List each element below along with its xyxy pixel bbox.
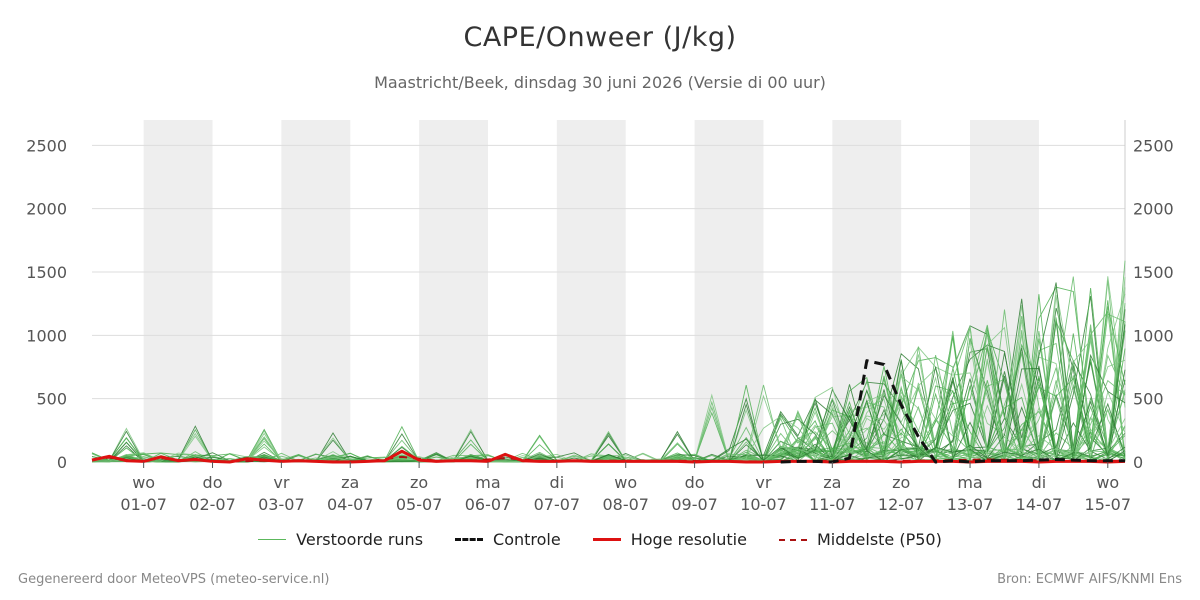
control-line (780, 359, 1125, 464)
chart-title: CAPE/Onweer (J/kg) (463, 22, 737, 53)
legend: Verstoorde runs Controle Hoge resolutie … (0, 530, 1200, 549)
y-tick-right-2500: 2500 (1133, 136, 1174, 155)
x-tick-date-1: 02-07 (189, 495, 236, 514)
legend-item-control[interactable]: Controle (455, 530, 561, 549)
x-tick-day-5: ma (475, 473, 500, 492)
legend-swatch-median (778, 538, 807, 541)
y-tick-left-2500: 2500 (26, 136, 67, 155)
member-line-46 (91, 324, 1126, 463)
shade-band-4 (694, 120, 764, 462)
shade-band-1 (281, 120, 351, 462)
x-tick-day-4: zo (410, 473, 428, 492)
legend-item-members[interactable]: Verstoorde runs (258, 530, 423, 549)
footer-source: Bron: ECMWF AIFS/KNMI Ens (997, 572, 1182, 587)
y-tick-right-0: 0 (1133, 453, 1143, 472)
footer-generator: Gegenereerd door MeteoVPS (meteo-service… (18, 572, 330, 587)
x-tick-date-11: 12-07 (878, 495, 925, 514)
x-tick-day-6: di (550, 473, 565, 492)
legend-swatch-members (258, 539, 287, 540)
x-tick-date-7: 08-07 (602, 495, 649, 514)
legend-label-median: Middelste (P50) (816, 530, 942, 549)
legend-label-control: Controle (493, 530, 561, 549)
y-tick-right-500: 500 (1133, 390, 1164, 409)
x-axis: wo 01-07 do 02-07 vr 03-07 za 04-07 zo 05-07 ma 06-… (120, 462, 1131, 514)
x-tick-date-2: 03-07 (258, 495, 305, 514)
x-tick-day-7: wo (614, 473, 637, 492)
x-tick-date-6: 07-07 (534, 495, 581, 514)
x-tick-day-2: vr (273, 473, 289, 492)
x-tick-day-12: ma (957, 473, 982, 492)
x-tick-date-0: 01-07 (120, 495, 167, 514)
y-axis-left: 0 500 1000 1500 2000 2500 (26, 136, 67, 472)
y-axis-right: 0 500 1000 1500 2000 2500 (1133, 136, 1174, 472)
legend-label-members: Verstoorde runs (296, 530, 424, 549)
legend-item-hires[interactable]: Hoge resolutie (592, 530, 747, 549)
y-tick-left-0: 0 (57, 453, 67, 472)
legend-label-hires: Hoge resolutie (630, 530, 747, 549)
chart-subtitle: Maastricht/Beek, dinsdag 30 juni 2026 (V… (374, 73, 826, 92)
shade-band-3 (556, 120, 626, 462)
x-tick-day-8: do (685, 473, 705, 492)
x-tick-day-14: wo (1096, 473, 1119, 492)
shade-band-2 (419, 120, 488, 462)
x-tick-date-8: 09-07 (671, 495, 718, 514)
y-tick-right-2000: 2000 (1133, 200, 1174, 219)
x-tick-day-3: za (341, 473, 359, 492)
legend-swatch-hires (592, 538, 621, 541)
main-series (91, 359, 1126, 464)
x-tick-date-14: 15-07 (1085, 495, 1132, 514)
x-tick-day-9: vr (755, 473, 771, 492)
y-tick-left-1500: 1500 (26, 263, 67, 282)
x-tick-day-10: za (823, 473, 841, 492)
x-tick-day-11: zo (892, 473, 910, 492)
x-tick-day-1: do (203, 473, 223, 492)
y-tick-left-2000: 2000 (26, 200, 67, 219)
y-tick-right-1500: 1500 (1133, 263, 1174, 282)
x-tick-day-13: di (1032, 473, 1047, 492)
x-tick-day-0: wo (132, 473, 155, 492)
x-tick-date-4: 05-07 (396, 495, 443, 514)
x-tick-date-10: 11-07 (809, 495, 856, 514)
legend-item-median[interactable]: Middelste (P50) (778, 530, 942, 549)
x-tick-date-5: 06-07 (465, 495, 512, 514)
x-tick-date-12: 13-07 (947, 495, 994, 514)
x-tick-date-13: 14-07 (1016, 495, 1063, 514)
y-tick-right-1000: 1000 (1133, 326, 1174, 345)
legend-swatch-control (455, 538, 484, 541)
shade-band-0 (143, 120, 213, 462)
x-tick-date-3: 04-07 (327, 495, 374, 514)
y-tick-left-500: 500 (36, 390, 67, 409)
y-tick-left-1000: 1000 (26, 326, 67, 345)
x-tick-date-9: 10-07 (740, 495, 787, 514)
